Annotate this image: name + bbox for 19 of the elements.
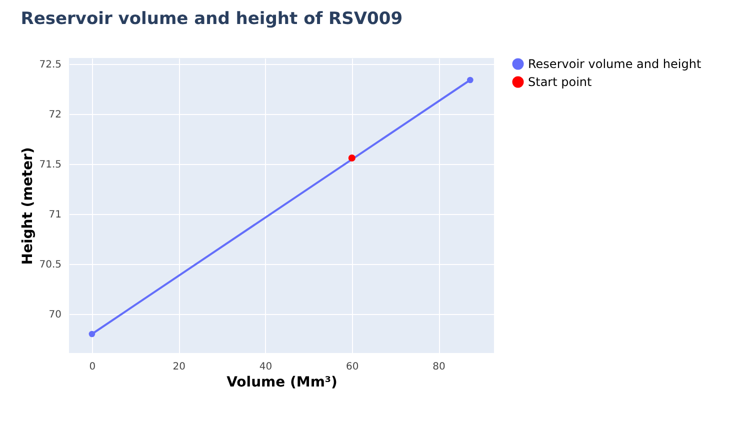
point: [467, 76, 474, 84]
y-axis-title: Height (meter): [20, 147, 36, 265]
y-tick-label: 71.5: [39, 160, 62, 170]
point: [348, 154, 356, 162]
x-tick-label: 60: [346, 362, 359, 372]
legend-label: Start point: [528, 75, 592, 89]
x-tick-label: 0: [89, 362, 96, 372]
x-axis-title: Volume (Mm³): [226, 374, 338, 390]
y-tick-label: 70.5: [39, 260, 62, 270]
x-tick-label: 40: [259, 362, 272, 372]
y-tick-label: 70: [48, 310, 62, 320]
y-tick-label: 72.5: [39, 60, 62, 70]
x-tick-label: 80: [432, 362, 446, 372]
y-tick-label: 72: [48, 110, 62, 120]
x-tick-label: 20: [172, 362, 186, 372]
chart-title: Reservoir volume and height of RSV009: [20, 9, 403, 29]
legend-label: Reservoir volume and height: [528, 57, 702, 71]
point: [88, 330, 96, 338]
y-tick-label: 71: [48, 210, 62, 220]
